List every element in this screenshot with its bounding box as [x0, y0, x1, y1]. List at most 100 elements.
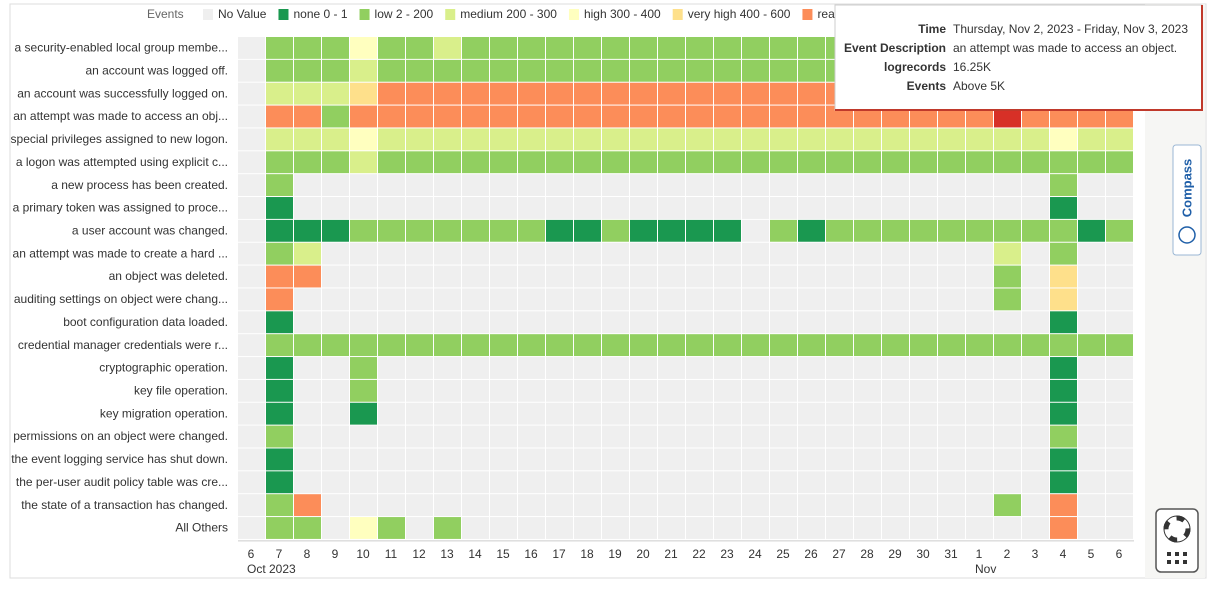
cell — [910, 402, 937, 425]
tooltip-label: Time — [918, 22, 946, 36]
cell — [742, 517, 769, 539]
cell — [434, 265, 461, 288]
cell — [294, 265, 321, 288]
cell — [714, 197, 741, 219]
cell — [742, 379, 769, 402]
cell — [322, 402, 349, 425]
cell — [546, 128, 573, 151]
cell — [686, 82, 713, 105]
cell — [882, 517, 909, 539]
x-tick-label: 10 — [356, 547, 370, 561]
cell — [770, 471, 797, 494]
cell — [826, 379, 853, 402]
cell — [798, 265, 825, 288]
compass-tab[interactable]: Compass — [1172, 144, 1202, 256]
cell — [462, 59, 489, 82]
cell — [602, 402, 629, 425]
cell — [966, 151, 993, 174]
cell — [1022, 517, 1049, 539]
cell — [518, 379, 545, 402]
cell — [966, 425, 993, 448]
cell — [434, 334, 461, 357]
cell — [1022, 265, 1049, 288]
cell — [266, 357, 293, 379]
cell — [462, 448, 489, 471]
compass-icon — [1178, 226, 1196, 244]
cell — [518, 311, 545, 334]
y-tick-label: the per-user audit policy table was cre.… — [16, 475, 228, 489]
cell — [826, 425, 853, 448]
cell — [238, 379, 265, 402]
cell — [854, 471, 881, 494]
cell — [798, 82, 825, 105]
cell — [266, 448, 293, 471]
cell — [658, 128, 685, 151]
cell — [378, 334, 405, 357]
cell — [770, 379, 797, 402]
cell — [266, 128, 293, 151]
cell — [714, 334, 741, 357]
cell — [826, 517, 853, 539]
cell — [266, 59, 293, 82]
cell — [854, 517, 881, 539]
cell — [770, 219, 797, 242]
cell — [294, 242, 321, 265]
cell — [350, 379, 377, 402]
cell — [266, 242, 293, 265]
cell — [322, 82, 349, 105]
cell — [938, 151, 965, 174]
cell — [1050, 311, 1077, 334]
cell — [714, 59, 741, 82]
cell — [378, 425, 405, 448]
cell — [630, 219, 657, 242]
cell — [518, 105, 545, 128]
cell — [322, 357, 349, 379]
cell — [938, 219, 965, 242]
cell — [798, 219, 825, 242]
cell — [406, 471, 433, 494]
cell — [350, 265, 377, 288]
cell — [798, 494, 825, 517]
cell — [826, 105, 853, 128]
help-button[interactable] — [1155, 508, 1199, 573]
legend-swatch — [802, 9, 813, 20]
cell — [350, 197, 377, 219]
cell — [882, 288, 909, 311]
cell — [462, 357, 489, 379]
x-sublabel: Nov — [975, 562, 996, 576]
compass-tab-box[interactable] — [1172, 144, 1202, 256]
cell — [882, 425, 909, 448]
x-tick-label: 25 — [776, 547, 790, 561]
cell — [546, 425, 573, 448]
cell — [546, 197, 573, 219]
cell — [994, 151, 1021, 174]
cell — [238, 517, 265, 539]
cell — [574, 471, 601, 494]
cell — [350, 288, 377, 311]
cell — [266, 402, 293, 425]
cell — [742, 494, 769, 517]
cell — [518, 425, 545, 448]
cell — [798, 242, 825, 265]
cell — [630, 197, 657, 219]
compass-label[interactable]: Compass — [1179, 159, 1194, 218]
cell — [406, 379, 433, 402]
help-ring — [1163, 515, 1191, 543]
cell — [630, 494, 657, 517]
cell — [238, 288, 265, 311]
cell — [266, 425, 293, 448]
cell — [406, 59, 433, 82]
cell — [322, 334, 349, 357]
cell — [490, 494, 517, 517]
cell — [490, 425, 517, 448]
cell — [378, 82, 405, 105]
cell — [658, 265, 685, 288]
cell — [826, 311, 853, 334]
y-tick-label: credential manager credentials were r... — [18, 338, 228, 352]
cell — [910, 265, 937, 288]
cell — [238, 219, 265, 242]
cell — [574, 517, 601, 539]
cell — [1022, 174, 1049, 197]
cell — [686, 379, 713, 402]
cell — [322, 265, 349, 288]
